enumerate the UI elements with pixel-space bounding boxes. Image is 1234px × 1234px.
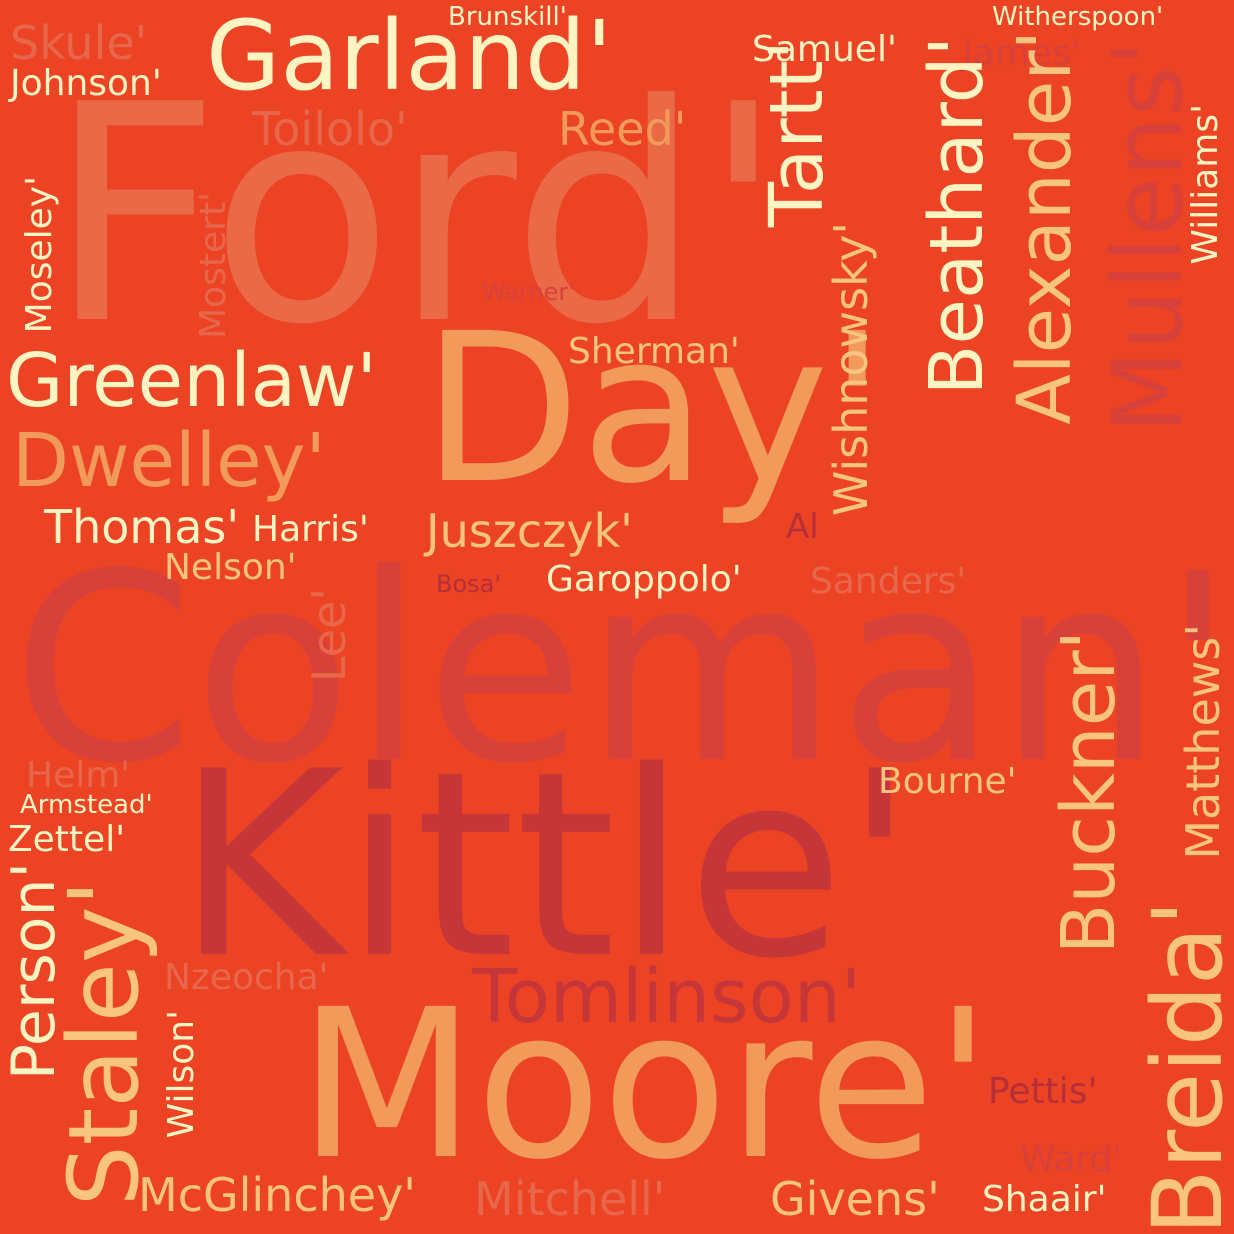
word-greenlaw: Greenlaw' [6, 338, 377, 424]
word-coleman: Coleman' [12, 519, 1234, 821]
word-thomas: Thomas' [44, 500, 240, 554]
word-tartt: Tartt' [754, 40, 840, 228]
word-bourne: Bourne' [878, 761, 1017, 802]
word-ward: Ward' [1020, 1139, 1123, 1180]
word-moseley: Moseley' [19, 176, 60, 334]
word-armstead: Armstead' [20, 790, 153, 820]
word-mcglinchey: McGlinchey' [138, 1168, 416, 1222]
word-dwelley: Dwelley' [12, 418, 326, 504]
word-kittle: Kittle' [176, 717, 915, 1015]
word-al: Al [786, 507, 819, 547]
word-juszczyk: Juszczyk' [426, 504, 633, 558]
word-breida: Breida' [1132, 900, 1234, 1234]
word-helm: Helm' [26, 755, 131, 796]
word-warner: Warner' [482, 278, 575, 306]
word-wishnowsky: Wishnowsky' [824, 222, 878, 517]
word-sherman: Sherman' [568, 331, 740, 372]
word-harris: Harris' [252, 509, 369, 550]
word-garoppolo: Garoppolo' [546, 559, 742, 600]
word-staley: Staley' [48, 880, 160, 1207]
word-johnson: Johnson' [10, 63, 162, 104]
word-givens: Givens' [770, 1172, 940, 1226]
word-skule: Skule' [10, 16, 148, 70]
word-samuel: Samuel' [752, 29, 897, 70]
word-zettel: Zettel' [8, 819, 126, 860]
word-matthews: Matthews' [1176, 624, 1230, 860]
word-nelson: Nelson' [164, 547, 297, 588]
word-mostert: Mostert' [193, 192, 234, 339]
word-brunskill: Brunskill' [448, 2, 567, 32]
word-witherspoon: Witherspoon' [992, 2, 1164, 32]
word-garland: Garland' [206, 0, 613, 112]
word-toilolo: Toilolo' [252, 102, 408, 156]
word-lee: Lee' [302, 588, 356, 683]
word-pettis: Pettis' [988, 1071, 1098, 1112]
word-mullens: Mullens' [1092, 40, 1204, 434]
word-day: Day' [422, 289, 886, 529]
word-alexander: Alexander' [1002, 30, 1088, 425]
word-reed: Reed' [558, 102, 687, 156]
word-mitchell: Mitchell' [474, 1172, 666, 1226]
word-bosa: Bosa' [436, 570, 501, 598]
word-ford: Ford' [48, 41, 785, 390]
word-james: James' [962, 33, 1081, 74]
word-wilson: Wilson' [161, 1010, 202, 1139]
word-williams: Williams' [1185, 104, 1226, 265]
word-nzeocha: Nzeocha' [164, 957, 329, 998]
word-beathard: Beathard' [914, 36, 1000, 396]
word-sanders: Sanders' [810, 561, 967, 602]
word-moore: Moore' [298, 965, 992, 1205]
word-shaair: Shaair' [982, 1179, 1107, 1220]
word-tomlinson: Tomlinson' [472, 954, 862, 1040]
word-buckner: Buckner' [1046, 630, 1132, 955]
